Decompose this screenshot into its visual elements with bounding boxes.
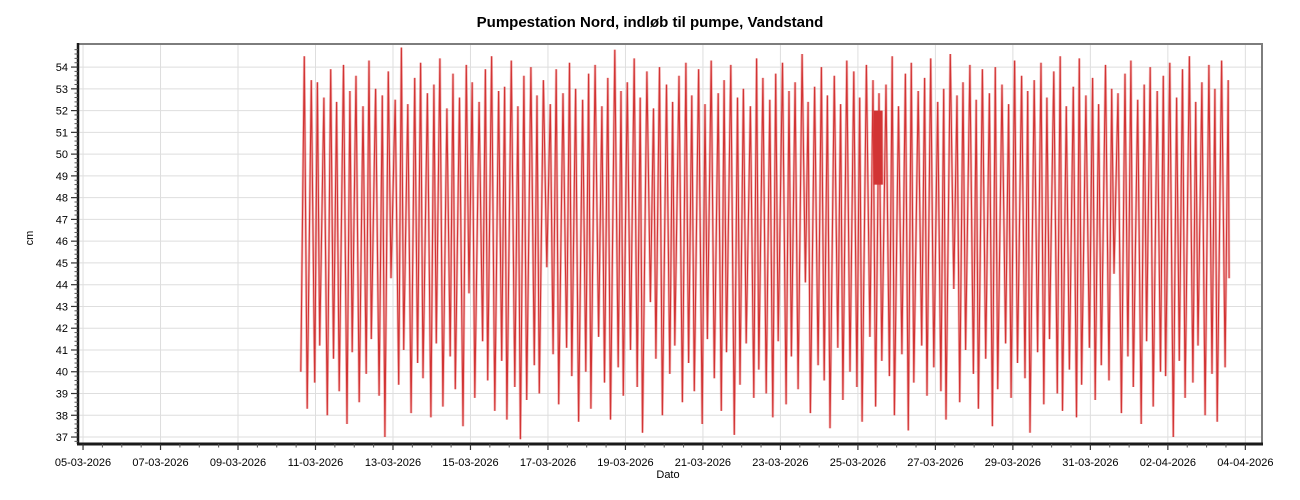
y-tick-label: 40: [56, 367, 68, 379]
x-tick-label: 04-04-2026: [1217, 457, 1273, 469]
x-tick-label: 23-03-2026: [752, 457, 808, 469]
x-tick-label: 02-04-2026: [1140, 457, 1196, 469]
y-tick-label: 52: [56, 106, 68, 118]
y-tick-label: 44: [56, 280, 68, 292]
x-axis-label: Dato: [656, 469, 680, 481]
chart-title: Pumpestation Nord, indløb til pumpe, Van…: [476, 14, 824, 31]
x-tick-label: 13-03-2026: [365, 457, 421, 469]
series-vandstand-line: [300, 47, 1230, 440]
y-tick-label: 42: [56, 323, 68, 335]
y-tick-label: 37: [56, 432, 68, 444]
y-tick-label: 54: [56, 62, 68, 74]
x-tick-label: 09-03-2026: [210, 457, 266, 469]
x-tick-label: 17-03-2026: [520, 457, 576, 469]
x-tick-label: 29-03-2026: [985, 457, 1041, 469]
x-tick-label: 25-03-2026: [830, 457, 886, 469]
y-tick-label: 41: [56, 345, 68, 357]
y-tick-label: 39: [56, 389, 68, 401]
y-tick-label: 49: [56, 171, 68, 183]
y-tick-label: 38: [56, 410, 68, 422]
y-tick-label: 45: [56, 258, 68, 270]
x-tick-label: 07-03-2026: [132, 457, 188, 469]
x-tick-label: 31-03-2026: [1062, 457, 1118, 469]
y-tick-label: 43: [56, 301, 68, 313]
x-tick-label: 11-03-2026: [288, 457, 343, 469]
x-tick-label: 27-03-2026: [907, 457, 963, 469]
x-tick-label: 19-03-2026: [597, 457, 653, 469]
y-tick-label: 50: [56, 149, 68, 161]
y-tick-label: 53: [56, 84, 68, 96]
x-tick-label: 05-03-2026: [55, 457, 111, 469]
y-tick-label: 51: [56, 127, 68, 139]
y-tick-label: 48: [56, 193, 68, 205]
y-tick-label: 47: [56, 214, 68, 226]
y-tick-label: 46: [56, 236, 68, 248]
x-tick-label: 15-03-2026: [442, 457, 498, 469]
x-tick-label: 21-03-2026: [675, 457, 731, 469]
series-burst-line: [873, 110, 883, 185]
